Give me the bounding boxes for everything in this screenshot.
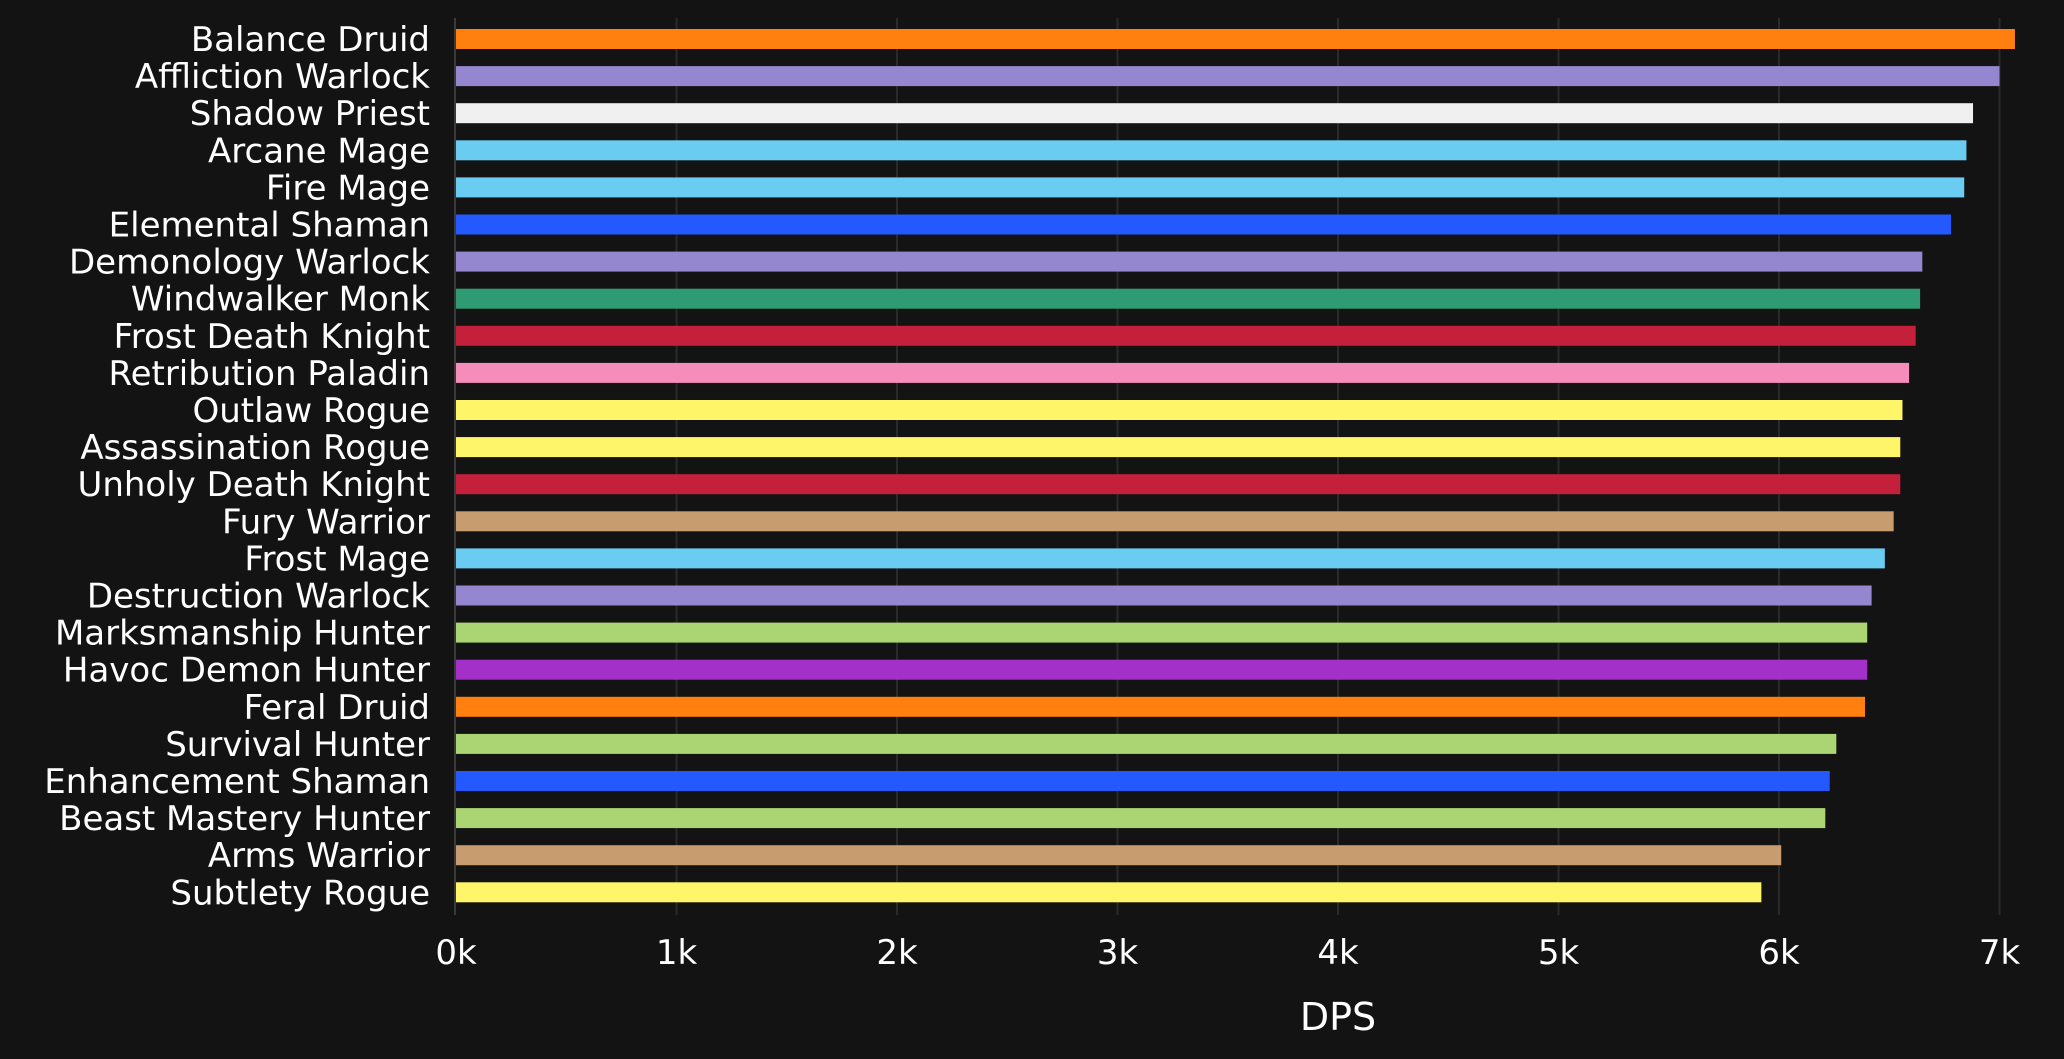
bar (456, 437, 1901, 458)
x-tick-label: 7k (1979, 933, 2021, 973)
x-tick-label: 6k (1758, 933, 1800, 973)
x-tick-labels: 0k 1k 2k 3k 4k 5k 6k 7k (435, 933, 2020, 973)
bar (456, 845, 1782, 866)
category-label: Havoc Demon Hunter (63, 651, 430, 691)
x-tick-label: 2k (876, 933, 918, 973)
bar (456, 214, 1951, 235)
category-label: Shadow Priest (190, 94, 430, 134)
category-label: Elemental Shaman (109, 206, 430, 246)
category-label: Windwalker Monk (131, 280, 430, 320)
category-label: Arcane Mage (208, 131, 430, 171)
bar (456, 808, 1826, 829)
bar (456, 696, 1865, 717)
category-label: Subtlety Rogue (170, 873, 430, 913)
category-label: Arms Warrior (208, 836, 430, 876)
category-label: Frost Mage (244, 539, 430, 579)
category-label: Demonology Warlock (69, 243, 430, 283)
bar (456, 882, 1762, 903)
category-label: Marksmanship Hunter (55, 614, 430, 654)
bar (456, 659, 1868, 680)
bar (456, 288, 1921, 309)
bar (456, 177, 1965, 198)
x-tick-label: 4k (1317, 933, 1359, 973)
bar (456, 29, 2015, 49)
bar (456, 400, 1903, 420)
category-label: Frost Death Knight (114, 317, 430, 357)
category-label: Balance Druid (191, 20, 430, 60)
category-label: Feral Druid (244, 688, 430, 728)
bar (456, 511, 1894, 532)
category-label: Fire Mage (266, 168, 430, 208)
bar (456, 362, 1910, 383)
bar (456, 103, 1974, 124)
bar (456, 251, 1923, 272)
bar (456, 66, 2000, 87)
bar (456, 585, 1872, 606)
category-label: Fury Warrior (222, 502, 430, 542)
x-tick-label: 3k (1097, 933, 1139, 973)
category-label: Assassination Rogue (80, 428, 430, 468)
gridlines (675, 18, 2001, 915)
category-label: Unholy Death Knight (77, 465, 430, 505)
bars (456, 29, 2015, 903)
category-label: Destruction Warlock (87, 577, 430, 617)
category-label: Survival Hunter (165, 725, 430, 765)
bar (456, 622, 1868, 643)
bar (456, 140, 1967, 161)
x-tick-label: 1k (656, 933, 698, 973)
x-tick-label: 0k (435, 933, 477, 973)
category-label: Retribution Paladin (108, 354, 430, 394)
bar (456, 325, 1916, 346)
category-label: Beast Mastery Hunter (59, 799, 430, 839)
category-label: Outlaw Rogue (193, 391, 431, 431)
category-label: Enhancement Shaman (44, 762, 430, 802)
bar (456, 474, 1901, 495)
bar (456, 733, 1837, 754)
x-tick-label: 5k (1538, 933, 1580, 973)
bar (456, 548, 1885, 569)
x-axis-title: DPS (1300, 995, 1376, 1039)
category-label: Affliction Warlock (135, 57, 430, 97)
bar (456, 771, 1830, 791)
